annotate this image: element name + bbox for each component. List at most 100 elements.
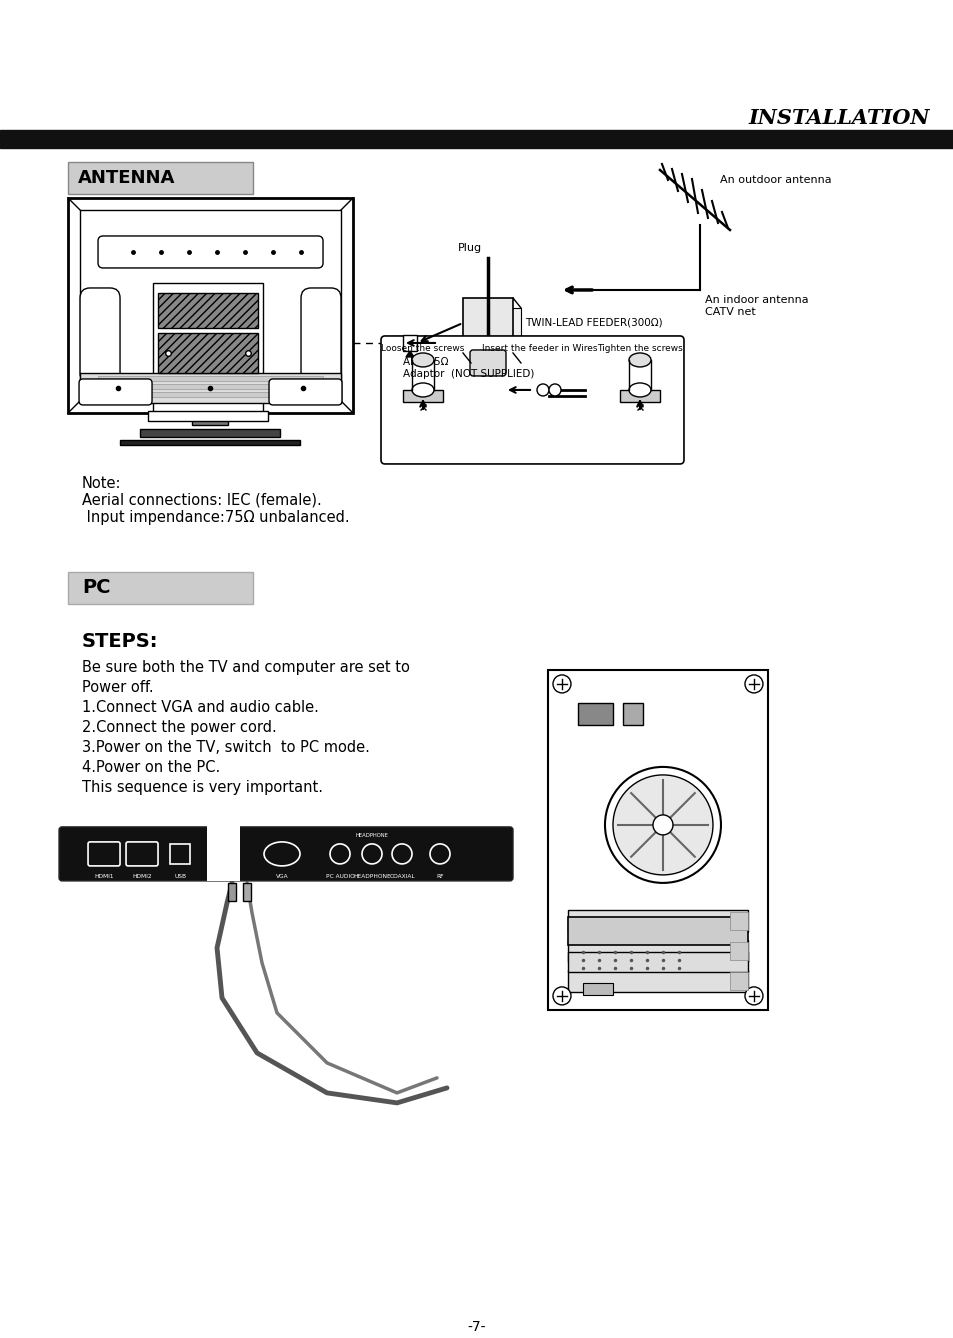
Text: HDMI1: HDMI1 — [94, 874, 113, 879]
Bar — [729, 942, 747, 959]
Bar — [158, 333, 257, 373]
Text: An indoor antenna
CATV net: An indoor antenna CATV net — [704, 294, 808, 317]
Bar — [80, 210, 340, 401]
Bar — [729, 971, 747, 990]
Bar — [582, 983, 613, 995]
Bar — [567, 910, 747, 931]
Bar — [158, 293, 257, 328]
Bar — [207, 826, 240, 880]
FancyBboxPatch shape — [80, 288, 120, 383]
Bar — [619, 389, 659, 401]
Text: 2.Connect the power cord.: 2.Connect the power cord. — [82, 720, 276, 735]
Circle shape — [392, 844, 412, 864]
Circle shape — [613, 775, 712, 875]
Ellipse shape — [628, 353, 650, 367]
Text: RF: RF — [436, 874, 443, 879]
Bar — [192, 413, 228, 425]
Text: PC AUDIO: PC AUDIO — [325, 874, 354, 879]
Bar — [170, 844, 190, 864]
Text: Input impendance:75Ω unbalanced.: Input impendance:75Ω unbalanced. — [82, 510, 350, 524]
FancyBboxPatch shape — [88, 842, 120, 866]
Text: Plug: Plug — [457, 244, 481, 253]
Circle shape — [330, 844, 350, 864]
FancyBboxPatch shape — [59, 827, 513, 880]
Bar — [80, 373, 340, 403]
Text: Tighten the screws: Tighten the screws — [597, 344, 682, 353]
Bar — [98, 392, 323, 397]
Bar — [567, 939, 747, 962]
Circle shape — [744, 987, 762, 1005]
FancyBboxPatch shape — [380, 336, 683, 464]
Text: ANT 75Ω: ANT 75Ω — [402, 357, 448, 367]
Ellipse shape — [412, 383, 434, 397]
Text: Insert the feeder in Wires: Insert the feeder in Wires — [481, 344, 598, 353]
Circle shape — [744, 674, 762, 693]
Bar — [68, 162, 253, 194]
FancyBboxPatch shape — [269, 379, 342, 405]
Text: Loosen the screws: Loosen the screws — [381, 344, 464, 353]
Text: USB: USB — [173, 874, 186, 879]
Text: TWIN-LEAD FEEDER(300Ω): TWIN-LEAD FEEDER(300Ω) — [524, 318, 662, 328]
Circle shape — [430, 844, 450, 864]
Bar — [148, 411, 268, 421]
Text: Be sure both the TV and computer are set to: Be sure both the TV and computer are set… — [82, 660, 410, 674]
Text: HDMI2: HDMI2 — [132, 874, 152, 879]
Text: 3.Power on the TV, switch  to PC mode.: 3.Power on the TV, switch to PC mode. — [82, 740, 370, 755]
Text: This sequence is very important.: This sequence is very important. — [82, 780, 323, 795]
Ellipse shape — [628, 383, 650, 397]
Text: HEADPHONE: HEADPHONE — [355, 834, 388, 838]
Bar — [140, 429, 280, 438]
Bar — [68, 198, 353, 413]
Circle shape — [537, 384, 548, 396]
Ellipse shape — [412, 353, 434, 367]
FancyBboxPatch shape — [98, 235, 323, 268]
FancyBboxPatch shape — [470, 351, 505, 376]
Text: STEPS:: STEPS: — [82, 632, 158, 650]
Text: Note:: Note: — [82, 476, 121, 491]
FancyBboxPatch shape — [79, 379, 152, 405]
Text: PC: PC — [82, 578, 111, 598]
Bar — [402, 389, 442, 401]
Ellipse shape — [264, 842, 299, 866]
FancyBboxPatch shape — [301, 288, 340, 383]
FancyBboxPatch shape — [126, 842, 158, 866]
Bar — [547, 670, 767, 1010]
Text: Adaptor  (NOT SUPPLIED): Adaptor (NOT SUPPLIED) — [402, 369, 534, 379]
Text: COAXIAL: COAXIAL — [389, 874, 415, 879]
Text: INSTALLATION: INSTALLATION — [748, 108, 929, 128]
Bar — [729, 913, 747, 930]
Bar — [228, 883, 235, 900]
Bar — [98, 376, 323, 381]
Text: Power off.: Power off. — [82, 680, 153, 694]
Bar — [0, 130, 953, 149]
Bar — [120, 440, 299, 446]
Bar — [68, 571, 253, 603]
Text: Aerial connections: IEC (female).: Aerial connections: IEC (female). — [82, 492, 321, 508]
Bar — [578, 702, 613, 725]
Bar — [622, 702, 642, 725]
Text: -7-: -7- — [467, 1319, 486, 1334]
Bar — [567, 917, 747, 945]
Bar — [243, 883, 251, 900]
Circle shape — [553, 674, 571, 693]
Circle shape — [361, 844, 381, 864]
Circle shape — [548, 384, 560, 396]
Text: HEADPHONE: HEADPHONE — [353, 874, 391, 879]
Text: VGA: VGA — [275, 874, 288, 879]
Bar — [471, 308, 520, 363]
Text: ANTENNA: ANTENNA — [78, 169, 175, 187]
Bar — [152, 282, 263, 413]
Circle shape — [604, 767, 720, 883]
Circle shape — [553, 987, 571, 1005]
Bar — [567, 970, 747, 991]
Bar — [412, 360, 434, 385]
Bar — [567, 951, 747, 971]
Bar — [628, 360, 650, 385]
Bar — [402, 334, 416, 351]
Text: 4.Power on the PC.: 4.Power on the PC. — [82, 760, 220, 775]
Circle shape — [652, 815, 672, 835]
Text: 1.Connect VGA and audio cable.: 1.Connect VGA and audio cable. — [82, 700, 318, 714]
Bar — [98, 384, 323, 389]
Text: An outdoor antenna: An outdoor antenna — [720, 175, 831, 185]
Polygon shape — [406, 351, 414, 357]
